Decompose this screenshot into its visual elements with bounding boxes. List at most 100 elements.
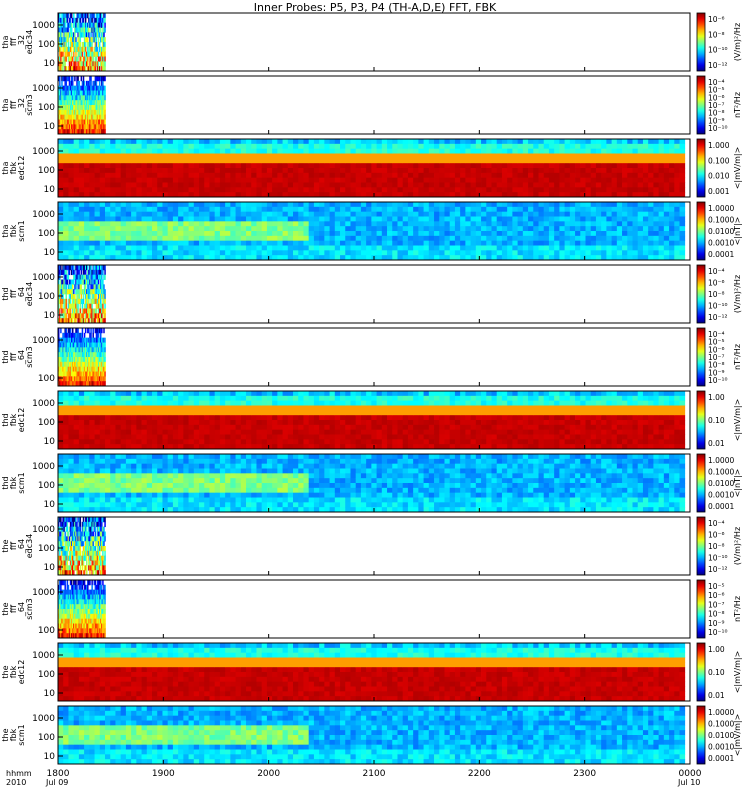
y-tick-label: 100 (38, 374, 55, 384)
y-axis-label: fff (9, 101, 18, 110)
colorbar-tick-label: 10⁻¹² (708, 61, 728, 70)
colorbar-label: <|nT|> (733, 217, 742, 246)
y-tick-label: 1000 (32, 399, 55, 409)
colorbar-tick-label: 10⁻⁸ (708, 30, 725, 39)
spectrogram-2 (58, 76, 106, 135)
y-axis-label: _64 (17, 602, 26, 617)
y-axis-label: _32 (17, 35, 26, 50)
x-date-label: Jul 10 (677, 778, 700, 787)
spectrogram-7 (58, 391, 686, 450)
y-axis-label: edc34 (25, 30, 34, 55)
colorbar-tick-label: 10⁻¹² (708, 313, 728, 322)
colorbar-tick-label: 10⁻⁶ (708, 15, 725, 24)
y-tick-label: 10 (44, 752, 56, 762)
colorbar-tick-label: 10⁻⁸ (708, 361, 725, 370)
y-axis-label: fbk (9, 476, 18, 489)
colorbar-tick-label: 10⁻⁶ (708, 279, 725, 288)
colorbar-tick-label: 0.10 (708, 416, 725, 425)
colorbar (696, 201, 706, 261)
colorbar-tick-label: 0.0100 (708, 731, 734, 740)
colorbar (696, 516, 706, 576)
x-tick-label: 1900 (152, 769, 175, 779)
colorbar-tick-label: 0.0001 (708, 754, 734, 763)
colorbar-tick-label: 10⁻⁵ (708, 86, 725, 95)
y-axis-label: thd (1, 413, 10, 426)
y-axis-label: fff (9, 353, 18, 362)
x-axis-label: hhmm (6, 769, 32, 778)
panel-5: 1000 100 10 thd fff _64 edc34 10⁻⁴ 10⁻⁶ 10⁻⁸ 10⁻¹⁰… (1, 264, 742, 324)
colorbar-tick-label: 10⁻⁸ (708, 610, 725, 619)
colorbar-tick-label: 10⁻¹⁰ (708, 302, 728, 311)
colorbar-label: <|mV/m|> (733, 651, 742, 694)
y-tick-label: 100 (38, 544, 55, 554)
colorbar-tick-label: 10⁻⁹ (708, 368, 725, 377)
y-axis-label: _64 (17, 539, 26, 554)
x-tick-label: 2000 (257, 769, 280, 779)
y-axis-label: the (1, 665, 10, 678)
spectrogram-12 (58, 706, 686, 765)
y-tick-label: 10 (44, 122, 56, 132)
y-tick-label: 10 (44, 59, 56, 69)
y-axis-label: tha (1, 161, 10, 174)
spectrogram-1 (58, 13, 106, 72)
colorbar-tick-label: 1.0000 (708, 204, 734, 213)
spectrogram-8 (58, 454, 686, 513)
y-axis-label: _64 (17, 287, 26, 302)
y-tick-label: 1000 (32, 651, 55, 661)
colorbar-label: (V/m)²/Hz (733, 23, 742, 61)
panel-12: 1000 100 10 the fbk scm1 1.0000 0.1000 0.0100 0.0… (1, 705, 742, 765)
colorbar (696, 264, 706, 324)
colorbar-tick-label: 0.0010 (708, 491, 734, 500)
x-tick-label: 2200 (468, 769, 491, 779)
y-axis-label: _64 (17, 350, 26, 365)
panel-4: 1000 100 10 tha fbk scm1 1.0000 0.1000 0.0100 0.0… (1, 201, 742, 261)
y-tick-label: 10 (44, 689, 56, 699)
y-axis-label: edc12 (17, 408, 26, 433)
colorbar-tick-label: 0.0100 (708, 227, 734, 236)
y-axis-label: fff (9, 605, 18, 614)
y-tick-label: 100 (38, 40, 55, 50)
y-tick-label: 100 (38, 166, 55, 176)
y-tick-label: 1000 (32, 588, 55, 598)
y-axis-label: the (1, 728, 10, 741)
y-axis-label: _32 (17, 98, 26, 113)
colorbar-tick-label: 10⁻⁴ (708, 267, 725, 276)
colorbar-tick-label: 10⁻⁵ (708, 338, 725, 347)
y-tick-label: 100 (38, 292, 55, 302)
y-tick-label: 10 (44, 563, 56, 573)
y-tick-label: 1000 (32, 210, 55, 220)
colorbar (696, 390, 706, 450)
y-axis-label: thd (1, 350, 10, 363)
y-axis-label: scm1 (17, 220, 26, 241)
colorbar-tick-label: 10⁻⁴ (708, 78, 725, 87)
y-axis-label: fff (9, 542, 18, 551)
panel-frame (57, 579, 691, 639)
y-axis-label: the (1, 602, 10, 615)
colorbar-tick-label: 10⁻⁶ (708, 93, 725, 102)
y-axis-label: fff (9, 290, 18, 299)
colorbar-tick-label: 1.00 (708, 645, 725, 654)
colorbar-tick-label: 10⁻⁷ (708, 600, 725, 609)
colorbar-tick-label: 10⁻⁷ (708, 101, 725, 110)
colorbar-label: <|mV/m|> (733, 147, 742, 190)
x-date-label: Jul 09 (45, 778, 68, 787)
colorbar-tick-label: 1.00 (708, 393, 725, 402)
y-tick-label: 100 (38, 733, 55, 743)
colorbar-label: nT²/Hz (733, 596, 742, 622)
colorbar-tick-label: 10⁻⁶ (708, 591, 725, 600)
colorbar-tick-label: 1.0000 (708, 456, 734, 465)
x-tick-label: 2100 (363, 769, 386, 779)
spectrogram-11 (58, 643, 686, 702)
y-tick-label: 1000 (32, 525, 55, 535)
colorbar (696, 453, 706, 513)
colorbar (696, 12, 706, 72)
spectrogram-4 (58, 202, 686, 261)
colorbar-tick-label: 10⁻¹⁰ (708, 124, 728, 133)
colorbar-tick-label: 0.1000 (708, 720, 734, 729)
colorbar (696, 705, 706, 765)
y-tick-label: 10 (44, 311, 56, 321)
colorbar-label: nT²/Hz (733, 92, 742, 118)
x-tick-label: 0000 (679, 769, 702, 779)
y-tick-label: 10 (44, 248, 56, 258)
